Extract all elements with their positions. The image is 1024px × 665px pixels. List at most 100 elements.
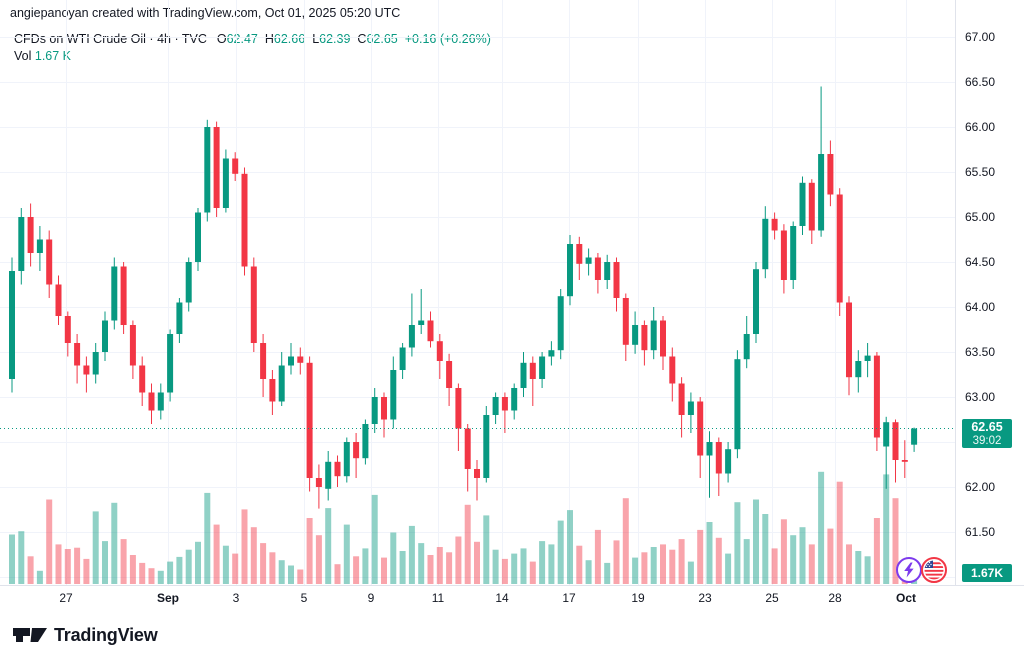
- candle-body: [185, 262, 192, 303]
- volume-bar: [892, 498, 899, 584]
- candle-body: [678, 383, 685, 415]
- volume-bar: [278, 560, 285, 584]
- candle-body: [55, 284, 62, 316]
- candle-body: [427, 320, 434, 342]
- candle-body: [864, 355, 871, 361]
- volume-bar: [669, 549, 676, 584]
- candle-body: [567, 244, 573, 297]
- candle-body: [64, 316, 71, 343]
- volume-bar: [818, 471, 825, 584]
- volume-bar: [83, 558, 90, 584]
- candle-body: [213, 127, 220, 208]
- volume-value: 1.67 K: [34, 49, 72, 63]
- candle-body: [873, 355, 880, 438]
- legend-symbol-row: CFDs on WTI Crude Oil · 4h · TVC O62.47 H6…: [14, 31, 491, 48]
- candle-body: [632, 325, 639, 345]
- candle-body: [260, 343, 267, 379]
- chart-plot-area[interactable]: [0, 0, 955, 585]
- volume-bar: [734, 502, 741, 584]
- high-value: 62.66: [273, 32, 306, 46]
- price-axis-label: 65.50: [965, 165, 996, 179]
- volume-bar: [343, 524, 350, 584]
- candle-body: [306, 362, 313, 478]
- candle-body: [176, 302, 183, 334]
- volume-bar: [167, 561, 174, 584]
- volume-bar: [269, 552, 276, 584]
- candle-body: [901, 460, 908, 462]
- candle-body: [362, 424, 369, 459]
- volume-bar: [799, 527, 806, 584]
- candle-body: [446, 361, 453, 388]
- volume-bar: [9, 534, 15, 584]
- price-axis-label: 67.00: [965, 30, 996, 44]
- open-value: 62.47: [226, 32, 258, 46]
- price-axis-label: 63.50: [965, 345, 996, 359]
- volume-bar: [725, 553, 732, 584]
- volume-bar: [706, 522, 713, 584]
- candle-body: [195, 212, 201, 262]
- low-value: 62.39: [319, 32, 351, 46]
- volume-bar: [436, 547, 443, 584]
- time-axis-label: 27: [59, 591, 73, 605]
- high-label: H: [264, 32, 274, 46]
- candle-body: [148, 392, 155, 411]
- volume-bar: [55, 544, 62, 584]
- attribution-text: angiepanoyan created with TradingView.co…: [10, 6, 401, 20]
- volume-bar: [836, 481, 843, 584]
- candle-body: [83, 365, 90, 375]
- time-axis-label: 19: [631, 591, 645, 605]
- lightning-event-icon[interactable]: [896, 557, 922, 583]
- volume-bar: [427, 555, 434, 584]
- candle-body: [250, 266, 257, 343]
- volume-bar: [36, 570, 43, 584]
- volume-bar: [753, 499, 759, 584]
- price-axis[interactable]: 67.00 66.50 66.00 65.50 65.00 64.50 64.00 63.50…: [955, 0, 1024, 585]
- volume-bar: [511, 553, 518, 584]
- candle-body: [334, 461, 341, 477]
- candle-body: [604, 262, 611, 280]
- candle-body: [74, 343, 81, 366]
- candle-body: [418, 320, 425, 325]
- low-label: L: [312, 32, 320, 46]
- close-value: 62.65: [366, 32, 398, 46]
- candle-body: [780, 230, 787, 280]
- change-value: +0.16 (+0.26%): [404, 32, 491, 46]
- candle-body: [734, 359, 741, 450]
- volume-bar: [780, 519, 787, 584]
- candle-body: [799, 182, 806, 226]
- candle-body: [325, 461, 332, 489]
- candle-body: [167, 334, 174, 393]
- candle-body: [669, 356, 676, 384]
- candle-body: [706, 442, 713, 456]
- time-axis-label: Oct: [895, 591, 917, 605]
- time-axis-label: 9: [367, 591, 375, 605]
- volume-bar: [102, 541, 108, 584]
- open-label: O: [216, 32, 227, 46]
- candle-body: [725, 449, 732, 474]
- time-axis[interactable]: 27 Sep 3 5 9 11 14 17 19 23 25 28 Oct: [0, 585, 1024, 612]
- candle-body: [762, 218, 769, 270]
- candle-body: [353, 442, 360, 459]
- price-axis-label: 61.50: [965, 525, 996, 539]
- time-axis-label: 5: [300, 591, 308, 605]
- volume-bar: [771, 548, 778, 584]
- tradingview-logo[interactable]: TradingView: [13, 623, 158, 647]
- candle-body: [9, 271, 15, 379]
- volume-bar: [678, 539, 685, 584]
- candle-body: [529, 362, 536, 379]
- candle-body: [18, 217, 25, 271]
- time-axis-label: 23: [698, 591, 712, 605]
- candle-body: [464, 428, 471, 469]
- volume-bar: [594, 529, 601, 584]
- us-flag-event-icon[interactable]: [921, 557, 947, 583]
- time-axis-label: 25: [765, 591, 779, 605]
- volume-bar: [325, 508, 332, 584]
- volume-bar: [120, 539, 127, 584]
- volume-bar: [381, 557, 387, 584]
- candle-body: [641, 325, 648, 351]
- volume-bar: [418, 543, 425, 584]
- symbol-title[interactable]: CFDs on WTI Crude Oil · 4h · TVC: [14, 32, 207, 46]
- volume-bar: [883, 474, 890, 584]
- candle-body: [269, 379, 276, 402]
- candlestick-chart: [0, 0, 955, 585]
